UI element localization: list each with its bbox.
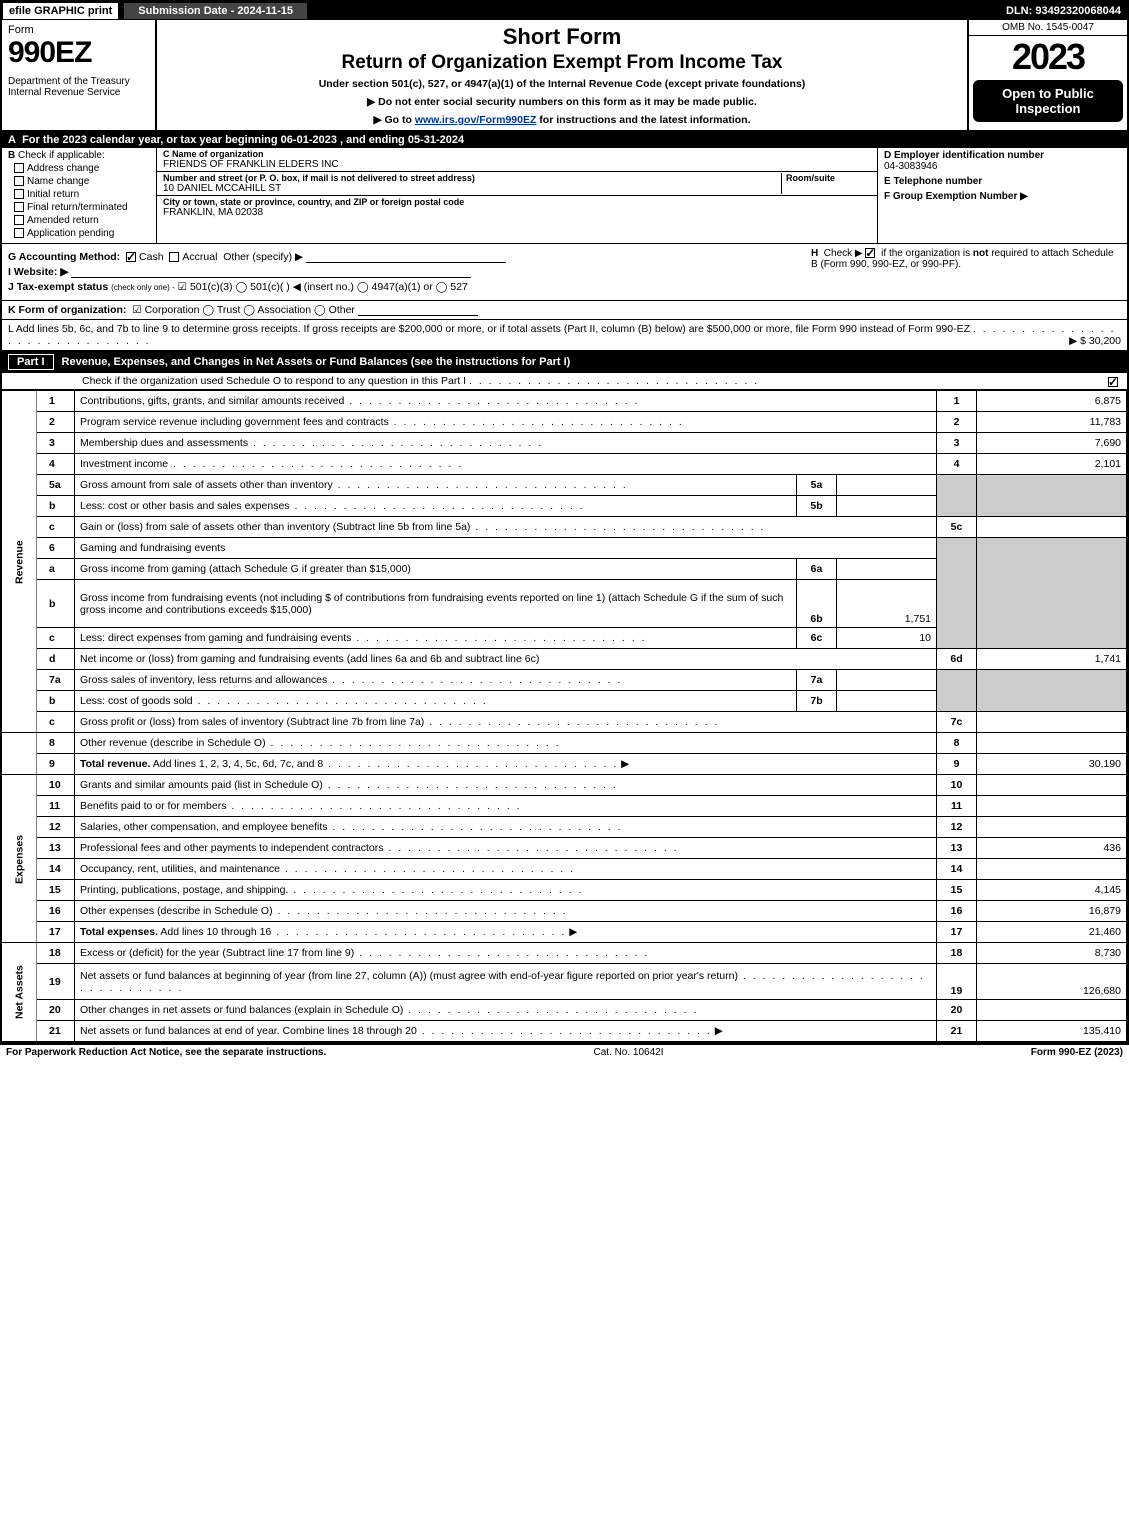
b-title: Check if applicable: bbox=[18, 150, 105, 161]
form-number: 990EZ bbox=[8, 36, 149, 70]
room-label: Room/suite bbox=[786, 173, 871, 183]
section-c: C Name of organization FRIENDS OF FRANKL… bbox=[157, 148, 877, 243]
chk-final-return[interactable]: Final return/terminated bbox=[14, 202, 150, 213]
b-label: B bbox=[8, 150, 15, 161]
chk-schedule-o[interactable] bbox=[1108, 377, 1118, 387]
form-word: Form bbox=[8, 24, 149, 36]
city-state-zip: FRANKLIN, MA 02038 bbox=[163, 207, 871, 218]
chk-name-change[interactable]: Name change bbox=[14, 176, 150, 187]
dln: DLN: 93492320068044 bbox=[1000, 3, 1127, 19]
line-a-label: A bbox=[8, 134, 16, 146]
chk-address-change[interactable]: Address change bbox=[14, 163, 150, 174]
section-de: D Employer identification number 04-3083… bbox=[877, 148, 1127, 243]
part-1-title: Revenue, Expenses, and Changes in Net As… bbox=[62, 356, 571, 368]
part-1-label: Part I bbox=[8, 354, 54, 370]
instructions-link-line: ▶ Go to www.irs.gov/Form990EZ for instru… bbox=[163, 114, 961, 126]
paperwork-notice: For Paperwork Reduction Act Notice, see … bbox=[6, 1047, 326, 1058]
org-name: FRIENDS OF FRANKLIN ELDERS INC bbox=[163, 159, 871, 170]
omb-number: OMB No. 1545-0047 bbox=[969, 20, 1127, 36]
part-1-header: Part I Revenue, Expenses, and Changes in… bbox=[2, 351, 1127, 373]
chk-cash[interactable] bbox=[126, 252, 136, 262]
side-expenses: Expenses bbox=[2, 775, 37, 943]
short-form-label: Short Form bbox=[163, 24, 961, 50]
catalog-number: Cat. No. 10642I bbox=[593, 1047, 663, 1058]
info-grid: B Check if applicable: Address change Na… bbox=[2, 148, 1127, 244]
street-address: 10 DANIEL MCCAHILL ST bbox=[163, 183, 781, 194]
revenue-table: Revenue 1Contributions, gifts, grants, a… bbox=[2, 390, 1127, 1042]
sub3-post: for instructions and the latest informat… bbox=[536, 114, 750, 126]
line-a-text: For the 2023 calendar year, or tax year … bbox=[22, 134, 464, 146]
part-1-checknote: Check if the organization used Schedule … bbox=[2, 373, 1127, 390]
f-label: F Group Exemption Number ▶ bbox=[884, 191, 1121, 202]
chk-accrual[interactable] bbox=[169, 252, 179, 262]
open-to-public: Open to Public Inspection bbox=[973, 80, 1123, 122]
header-center: Short Form Return of Organization Exempt… bbox=[157, 20, 967, 130]
page-footer: For Paperwork Reduction Act Notice, see … bbox=[0, 1044, 1129, 1060]
side-revenue: Revenue bbox=[2, 391, 37, 733]
topbar: efile GRAPHIC print Submission Date - 20… bbox=[2, 2, 1127, 20]
tax-year: 2023 bbox=[969, 36, 1127, 78]
chk-application-pending[interactable]: Application pending bbox=[14, 228, 150, 239]
department: Department of the Treasury Internal Reve… bbox=[8, 76, 149, 98]
ein: 04-3083946 bbox=[884, 161, 1121, 172]
submission-date: Submission Date - 2024-11-15 bbox=[123, 2, 308, 20]
header-left: Form 990EZ Department of the Treasury In… bbox=[2, 20, 157, 130]
chk-schedule-b[interactable] bbox=[865, 248, 875, 258]
irs-link[interactable]: www.irs.gov/Form990EZ bbox=[415, 114, 537, 126]
section-j: J Tax-exempt status (check only one) - ☑… bbox=[8, 281, 1121, 293]
side-net-assets: Net Assets bbox=[2, 943, 37, 1042]
section-ghij: H Check ▶ if the organization is not req… bbox=[2, 244, 1127, 301]
d-label: D Employer identification number bbox=[884, 150, 1121, 161]
c-city-label: City or town, state or province, country… bbox=[163, 197, 871, 207]
chk-amended-return[interactable]: Amended return bbox=[14, 215, 150, 226]
form-name-footer: Form 990-EZ (2023) bbox=[1031, 1047, 1123, 1058]
c-street-label: Number and street (or P. O. box, if mail… bbox=[163, 173, 781, 183]
form-990ez: efile GRAPHIC print Submission Date - 20… bbox=[0, 0, 1129, 1044]
gross-receipts: ▶ $ 30,200 bbox=[1069, 335, 1121, 347]
form-subtitle: Under section 501(c), 527, or 4947(a)(1)… bbox=[163, 78, 961, 90]
section-k: K Form of organization: ☑ Corporation ◯ … bbox=[2, 301, 1127, 320]
section-l: L Add lines 5b, 6c, and 7b to line 9 to … bbox=[2, 320, 1127, 351]
header-right: OMB No. 1545-0047 2023 Open to Public In… bbox=[967, 20, 1127, 130]
ssn-warning: ▶ Do not enter social security numbers o… bbox=[163, 96, 961, 108]
sub3-pre: ▶ Go to bbox=[374, 114, 415, 126]
e-label: E Telephone number bbox=[884, 176, 1121, 187]
section-b: B Check if applicable: Address change Na… bbox=[2, 148, 157, 243]
c-name-label: C Name of organization bbox=[163, 149, 871, 159]
line-a: A For the 2023 calendar year, or tax yea… bbox=[2, 132, 1127, 148]
efile-print-button[interactable]: efile GRAPHIC print bbox=[2, 2, 119, 20]
section-h: H Check ▶ if the organization is not req… bbox=[811, 248, 1121, 270]
form-title: Return of Organization Exempt From Incom… bbox=[163, 52, 961, 74]
form-header: Form 990EZ Department of the Treasury In… bbox=[2, 20, 1127, 132]
chk-initial-return[interactable]: Initial return bbox=[14, 189, 150, 200]
